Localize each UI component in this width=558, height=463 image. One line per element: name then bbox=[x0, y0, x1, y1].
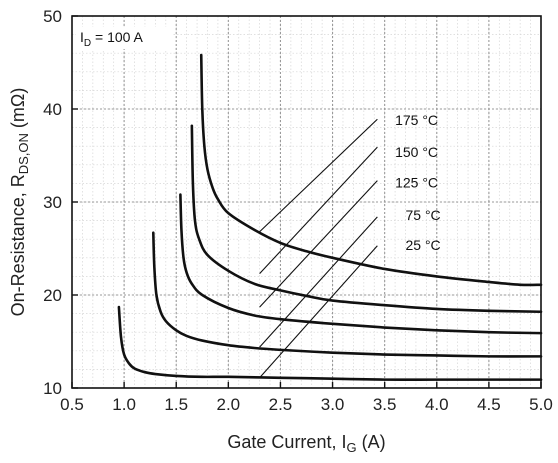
label-leader-line bbox=[259, 245, 378, 379]
series-label-leaders bbox=[259, 118, 378, 379]
series-label: 175 °C bbox=[395, 112, 438, 128]
x-tick-label: 1.5 bbox=[164, 395, 188, 414]
y-axis-title: On-Resistance, RDS,ON (mΩ) bbox=[8, 88, 31, 317]
series-group bbox=[117, 53, 543, 381]
series-line bbox=[199, 53, 543, 287]
series-label: 125 °C bbox=[395, 174, 438, 190]
series-line bbox=[151, 231, 543, 358]
y-tick-label: 50 bbox=[43, 7, 62, 26]
x-tick-labels: 0.5 1.0 1.5 2.0 2.5 3.0 3.5 4.0 4.5 5.0 bbox=[60, 395, 553, 414]
label-leader-line bbox=[259, 180, 378, 308]
annotation-main: I bbox=[80, 29, 84, 45]
annotation-rest: = 100 A bbox=[91, 29, 143, 45]
label-leader-line bbox=[259, 146, 378, 274]
x-tick-label: 1.0 bbox=[112, 395, 136, 414]
annotation-condition: ID = 100 A bbox=[80, 29, 144, 49]
series-label: 150 °C bbox=[395, 144, 438, 160]
y-axis-title-subscript: DS,ON bbox=[16, 133, 31, 174]
x-axis-title-subscript: G bbox=[346, 440, 356, 455]
y-tick-label: 40 bbox=[43, 100, 62, 119]
series-line bbox=[179, 193, 543, 335]
annotation-subscript: D bbox=[84, 38, 91, 49]
x-axis-title-unit: (A) bbox=[357, 432, 386, 452]
annotation-background bbox=[76, 27, 172, 49]
y-tick-label: 30 bbox=[43, 193, 62, 212]
label-leader-line bbox=[259, 216, 378, 348]
x-axis-title: Gate Current, IG (A) bbox=[227, 432, 385, 455]
x-tick-label: 0.5 bbox=[60, 395, 84, 414]
label-leader-line bbox=[259, 118, 378, 233]
x-tick-label: 3.0 bbox=[321, 395, 345, 414]
series-labels: 175 °C 150 °C 125 °C 75 °C 25 °C bbox=[395, 112, 441, 253]
x-tick-label: 2.5 bbox=[269, 395, 293, 414]
x-axis-title-main: Gate Current, I bbox=[227, 432, 346, 452]
axis-ticks bbox=[71, 15, 542, 389]
annotation-box: ID = 100 A bbox=[76, 27, 172, 49]
x-tick-label: 4.5 bbox=[477, 395, 501, 414]
series-label: 25 °C bbox=[406, 237, 441, 253]
x-tick-label: 3.5 bbox=[373, 395, 397, 414]
major-grid bbox=[72, 16, 541, 388]
x-tick-label: 4.0 bbox=[425, 395, 449, 414]
y-axis-title-main: On-Resistance, R bbox=[8, 174, 28, 316]
series-label: 75 °C bbox=[406, 207, 441, 223]
y-tick-labels: 10 20 30 40 50 bbox=[43, 7, 62, 398]
series-line bbox=[117, 305, 543, 381]
y-axis-title-unit: (mΩ) bbox=[8, 88, 28, 133]
x-tick-label: 5.0 bbox=[529, 395, 553, 414]
y-tick-label: 20 bbox=[43, 286, 62, 305]
x-tick-label: 2.0 bbox=[217, 395, 241, 414]
y-tick-label: 10 bbox=[43, 379, 62, 398]
series-line bbox=[190, 124, 543, 314]
